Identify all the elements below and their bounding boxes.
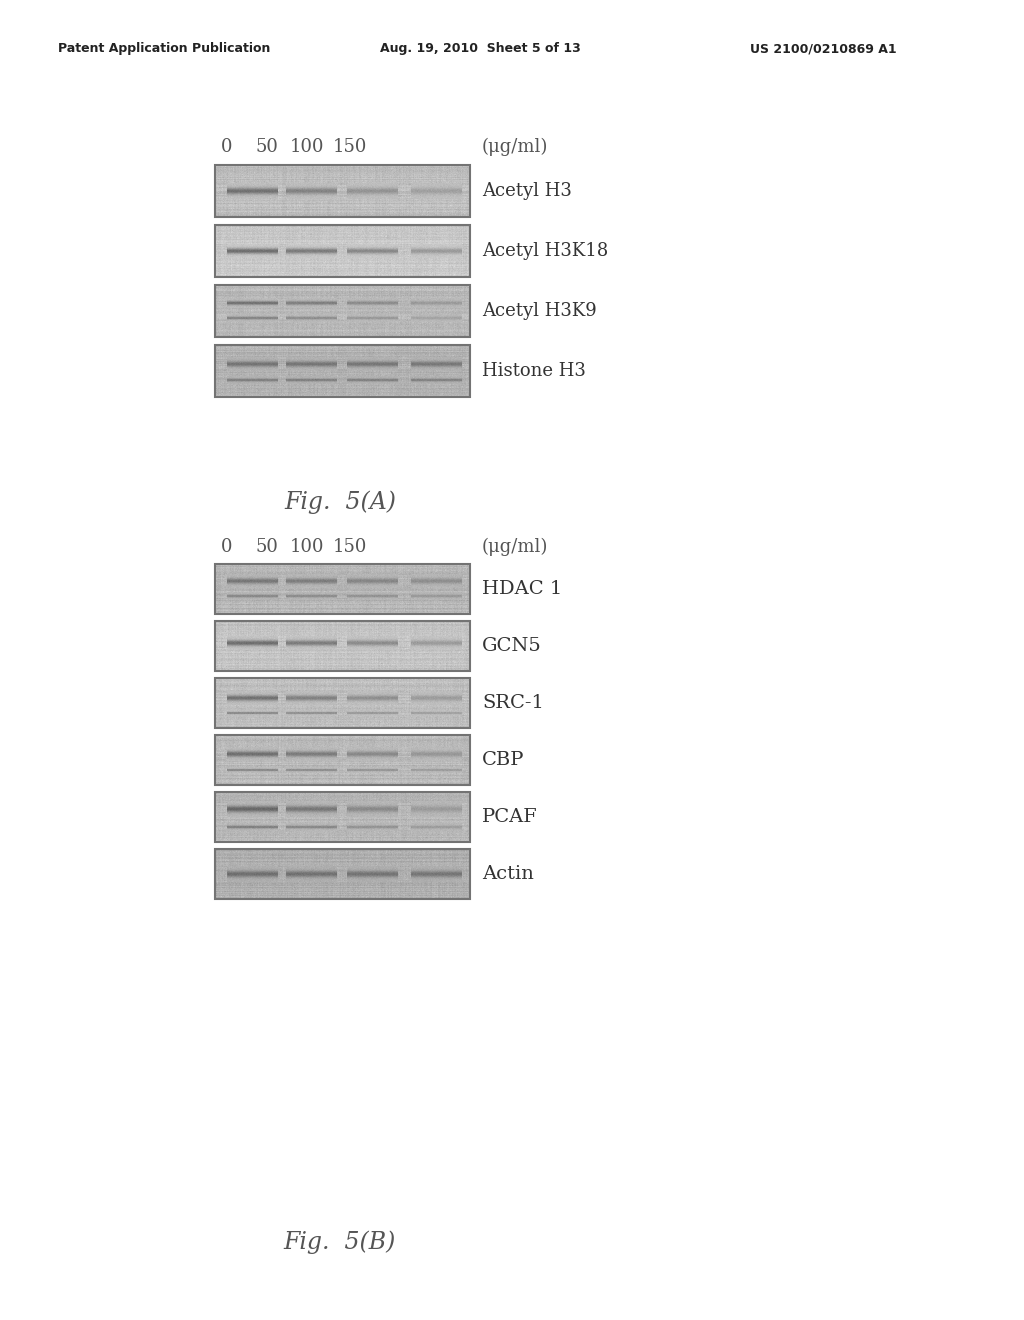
Bar — [215, 165, 470, 216]
Bar — [215, 620, 470, 671]
Text: PCAF: PCAF — [482, 808, 538, 826]
Text: 50: 50 — [256, 139, 279, 156]
Text: 100: 100 — [290, 139, 325, 156]
Text: CBP: CBP — [482, 751, 524, 770]
Text: GCN5: GCN5 — [482, 638, 542, 655]
Text: Acetyl H3K9: Acetyl H3K9 — [482, 302, 597, 319]
Text: Acetyl H3K18: Acetyl H3K18 — [482, 242, 608, 260]
Text: Fig.  5(B): Fig. 5(B) — [284, 1230, 396, 1254]
Bar — [215, 564, 470, 614]
Text: Actin: Actin — [482, 865, 534, 883]
Text: 0: 0 — [221, 139, 232, 156]
Bar — [215, 792, 470, 842]
Bar — [215, 849, 470, 899]
Bar — [215, 735, 470, 785]
Bar — [215, 224, 470, 277]
Bar — [215, 678, 470, 729]
Text: HDAC 1: HDAC 1 — [482, 579, 562, 598]
Text: Fig.  5(A): Fig. 5(A) — [284, 490, 396, 513]
Text: SRC-1: SRC-1 — [482, 694, 544, 711]
Text: Aug. 19, 2010  Sheet 5 of 13: Aug. 19, 2010 Sheet 5 of 13 — [380, 42, 581, 55]
Text: US 2100/0210869 A1: US 2100/0210869 A1 — [750, 42, 897, 55]
Text: 150: 150 — [333, 139, 368, 156]
Text: (μg/ml): (μg/ml) — [482, 539, 549, 556]
Bar — [215, 345, 470, 397]
Text: 100: 100 — [290, 539, 325, 556]
Text: Histone H3: Histone H3 — [482, 362, 586, 380]
Bar — [215, 285, 470, 337]
Text: Acetyl H3: Acetyl H3 — [482, 182, 571, 201]
Text: (μg/ml): (μg/ml) — [482, 139, 549, 156]
Text: 0: 0 — [221, 539, 232, 556]
Text: 50: 50 — [256, 539, 279, 556]
Text: Patent Application Publication: Patent Application Publication — [58, 42, 270, 55]
Text: 150: 150 — [333, 539, 368, 556]
